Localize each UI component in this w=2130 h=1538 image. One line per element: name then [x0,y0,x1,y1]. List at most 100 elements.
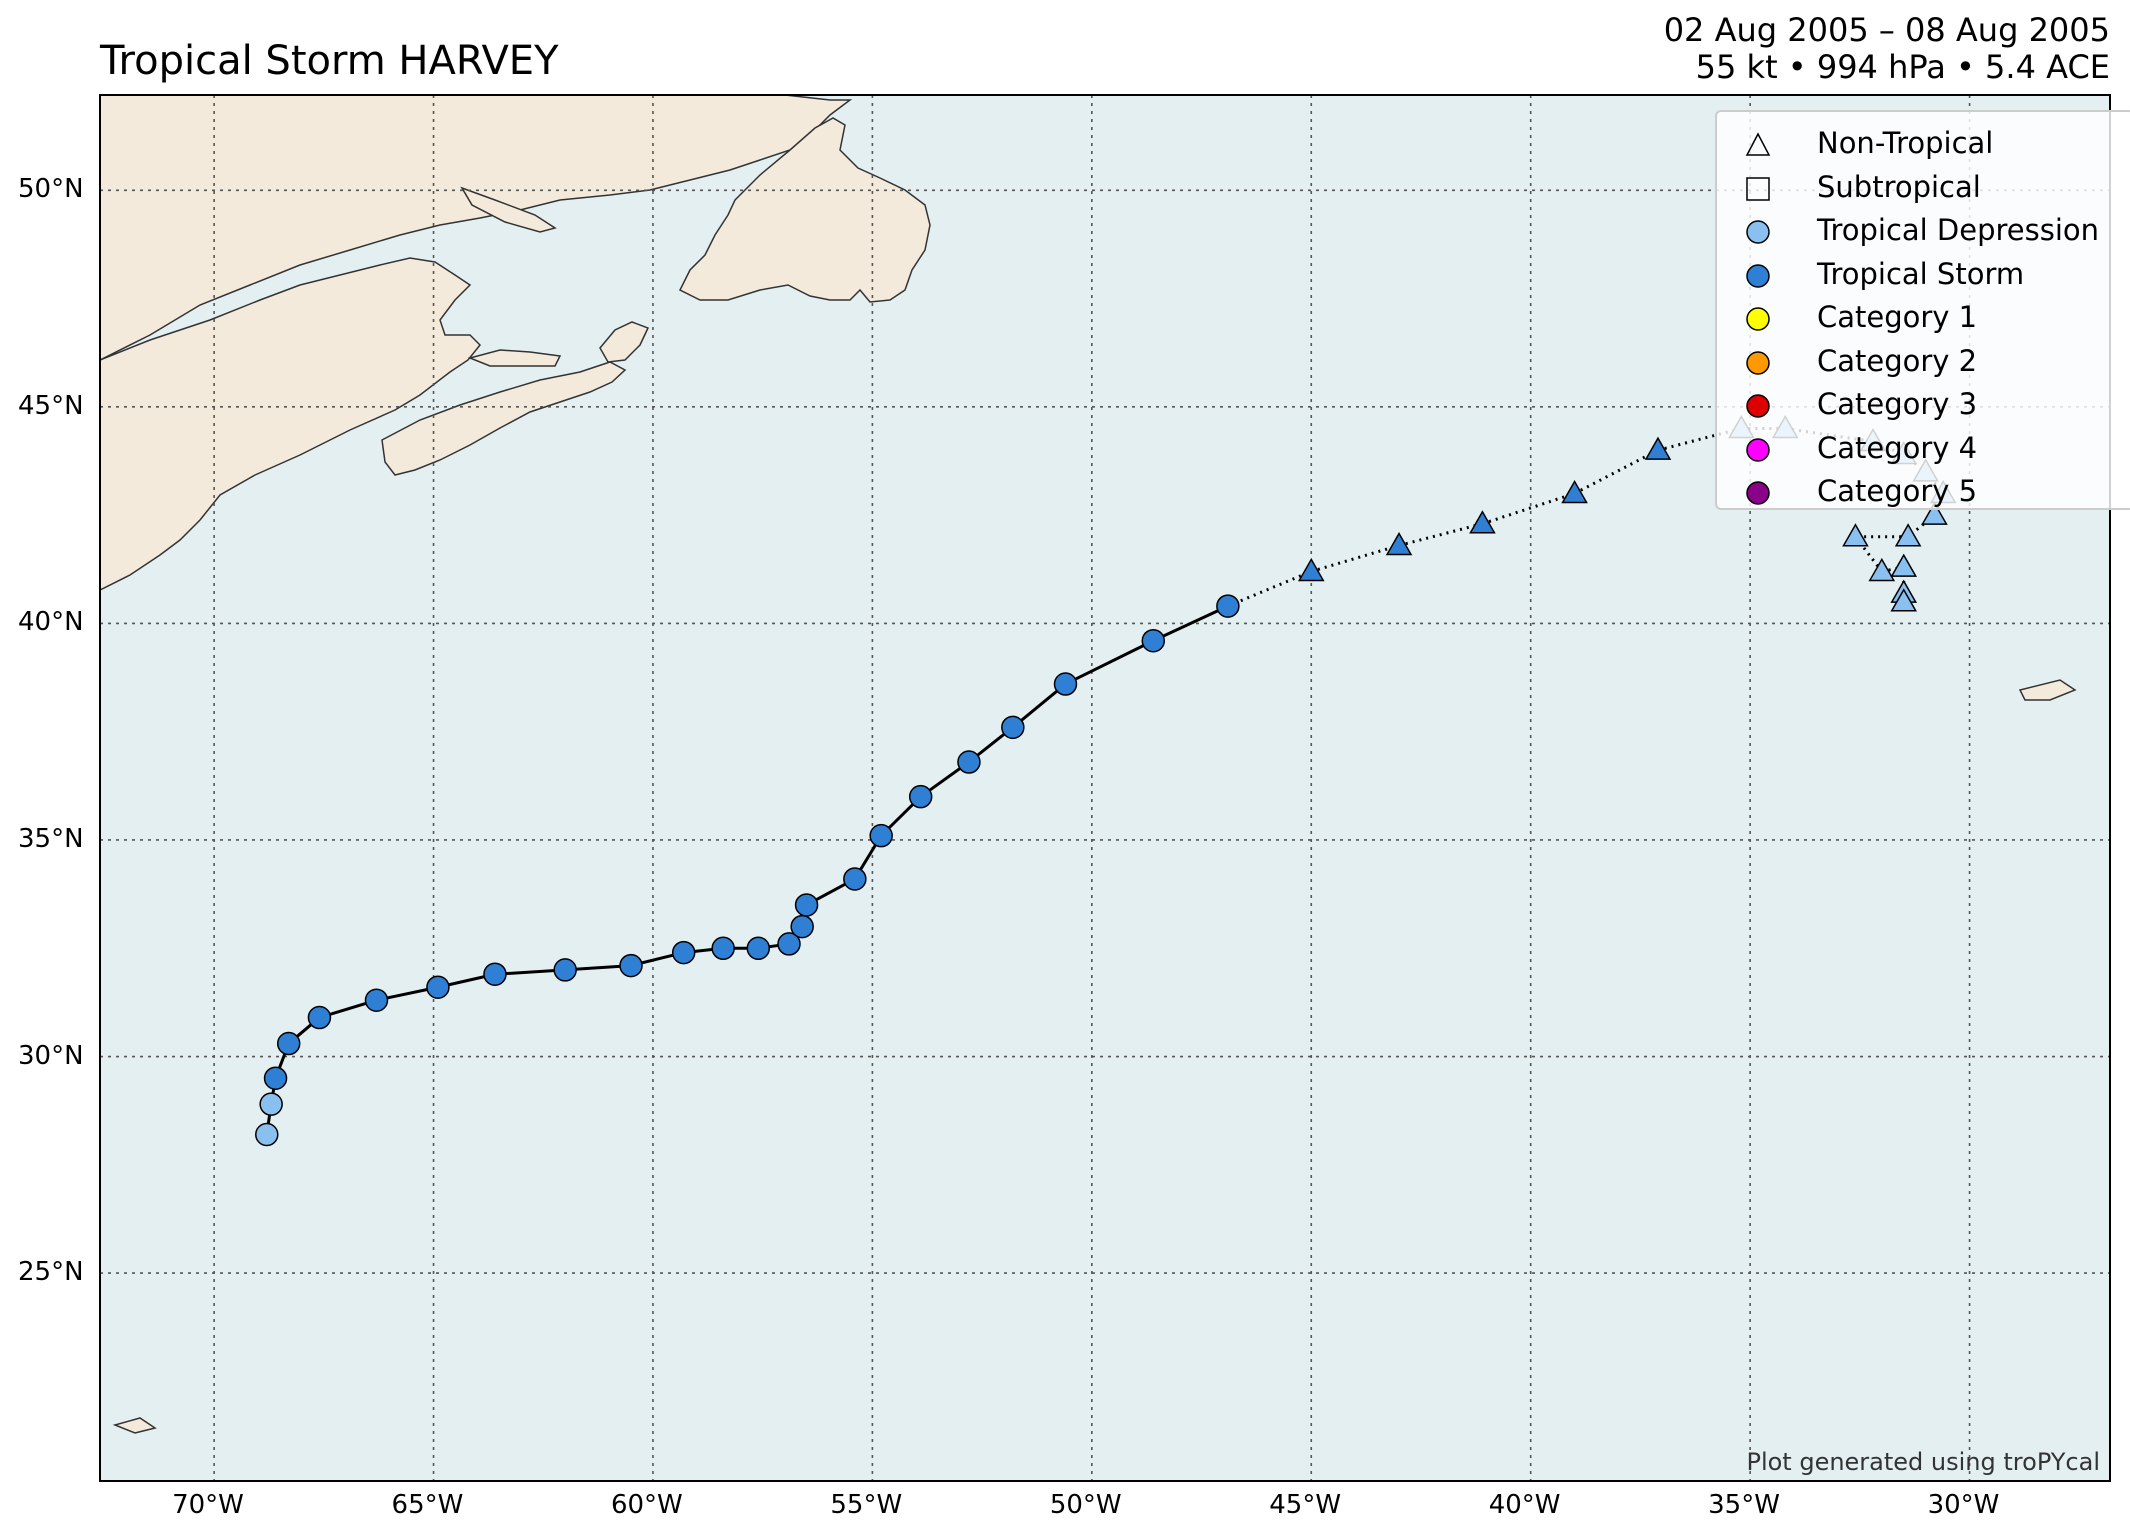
legend-item: Category 4 [1717,429,2130,469]
prince-edward-island [467,349,562,367]
track-point-non-tropical [1842,523,1869,547]
lat-tick-label: 45°N [18,390,84,421]
track-segment [1227,570,1312,608]
track-point-tropical-storm [426,975,450,999]
track-point-tropical-storm [1216,594,1240,618]
track-point-tropical-storm [483,962,507,986]
lon-tick-label: 45°W [1269,1490,1342,1520]
square-marker-icon [1746,176,1770,201]
legend-item: Tropical Storm [1717,255,2130,295]
track-segment [1573,448,1659,495]
track-point-non-tropical [1297,557,1325,582]
track-point-non-tropical [1890,588,1918,612]
legend-item: Subtropical [1717,168,2130,208]
anticosti-island [460,186,557,233]
legend-label: Category 5 [1817,474,1978,508]
track-point-tropical-storm [957,750,981,774]
track-point-non-tropical [1644,436,1672,460]
track-point-tropical-storm [263,1066,288,1090]
track-point-tropical-storm [711,936,735,961]
legend-label: Category 3 [1817,387,1978,421]
storm-summary: 02 Aug 2005 – 08 Aug 2005 55 kt • 994 hP… [1664,12,2110,86]
legend-item: Non-Tropical [1717,124,2130,164]
track-point-tropical-storm [307,1005,332,1030]
lon-tick-label: 55°W [830,1490,903,1520]
azores-islands [2018,679,2077,701]
circle-marker-icon [1746,437,1770,462]
chart-title: Tropical Storm HARVEY [100,38,559,84]
track-point-tropical-storm [1141,628,1166,653]
lat-tick-label: 50°N [18,174,84,205]
lat-tick-label: 40°N [18,607,84,638]
legend: Non-Tropical Subtropical Tropical Depressi… [1715,110,2130,510]
legend-label: Tropical Depression [1817,213,2100,247]
legend-item: Tropical Depression [1717,211,2130,251]
nova-scotia [381,361,627,476]
track-point-tropical-storm [364,988,389,1012]
bahamas-islands [112,1417,157,1434]
lon-tick-label: 35°W [1708,1490,1780,1520]
legend-item: Category 5 [1717,472,2130,512]
track-point-tropical-storm [794,893,819,917]
credit-text: Plot generated using troPYcal [1746,1448,2100,1476]
lon-tick-label: 50°W [1049,1490,1122,1520]
land-layer [99,94,2077,1434]
track-point-non-tropical [1868,557,1896,582]
map-frame [99,94,2111,1482]
legend-label: Tropical Storm [1817,256,2025,291]
track-segment [1310,544,1400,573]
track-point-tropical-storm [276,1031,301,1056]
circle-marker-icon [1746,263,1770,288]
legend-item: Category 1 [1717,298,2130,338]
lat-tick-label: 35°N [18,823,84,854]
lon-tick-label: 70°W [172,1490,244,1520]
circle-marker-icon [1746,350,1770,375]
track-segment [1152,604,1229,643]
track-point-tropical-depression [259,1092,283,1116]
canada-mainland [99,94,853,362]
track-point-non-tropical [1561,479,1588,504]
track-point-tropical-storm [619,953,643,978]
track-point-tropical-storm [671,940,696,965]
legend-item: Category 2 [1717,342,2130,382]
circle-marker-icon [1746,481,1770,505]
track-point-tropical-storm [843,867,867,891]
circle-marker-icon [1746,220,1770,244]
lat-tick-label: 25°N [18,1257,84,1288]
track-point-non-tropical [1894,523,1922,547]
triangle-marker-icon [1745,132,1771,156]
track-point-non-tropical [1890,553,1918,577]
track-point-tropical-storm [869,823,893,848]
track-point-non-tropical [1385,531,1413,556]
track-point-non-tropical [1469,510,1496,534]
track-point-tropical-storm [1001,715,1025,740]
track-point-tropical-storm [553,958,577,982]
track-point-tropical-depression [255,1122,279,1147]
lon-tick-label: 30°W [1927,1490,2000,1520]
intensity-summary: 55 kt • 994 hPa • 5.4 ACE [1695,48,2110,86]
legend-label: Non-Tropical [1817,126,1994,160]
track-point-non-tropical [1921,501,1948,525]
track-point-tropical-storm [777,932,801,956]
lon-tick-label: 40°W [1488,1490,1561,1520]
circle-marker-icon [1746,394,1770,418]
lat-tick-label: 30°N [18,1040,84,1071]
legend-label: Category 1 [1817,300,1978,334]
track-point-tropical-storm [746,936,771,961]
date-range: 02 Aug 2005 – 08 Aug 2005 [1663,11,2110,49]
legend-label: Subtropical [1817,169,1981,204]
legend-item: Category 3 [1717,385,2130,425]
lon-tick-label: 65°W [391,1490,464,1520]
track-point-tropical-storm [790,914,814,939]
track-segment [1398,522,1483,547]
track-point-tropical-storm [908,784,933,809]
track-point-tropical-storm [1053,672,1078,696]
legend-label: Category 4 [1817,430,1978,465]
lon-tick-label: 60°W [610,1490,683,1520]
circle-marker-icon [1746,307,1770,331]
cape-breton [599,321,650,363]
legend-label: Category 2 [1817,343,1978,378]
gaspe-new-brunswick-new-england [99,257,482,592]
newfoundland [678,117,931,303]
track-segment [1064,639,1154,686]
